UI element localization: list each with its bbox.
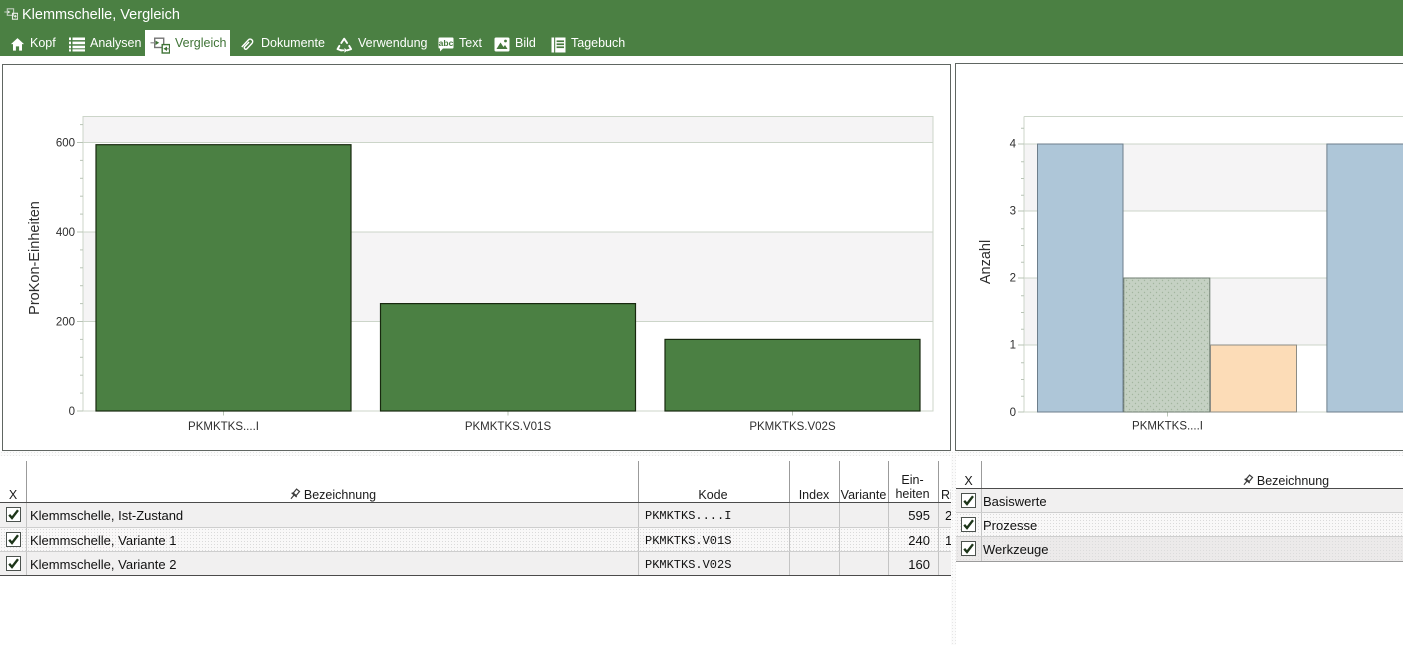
svg-text:Anzahl: Anzahl (978, 240, 994, 284)
svg-text:PKMKTKS.V02S: PKMKTKS.V02S (749, 421, 836, 433)
svg-text:1: 1 (1010, 340, 1016, 352)
svg-text:PKMKTKS....I: PKMKTKS....I (1132, 421, 1203, 433)
svg-text:600: 600 (56, 138, 75, 150)
svg-text:3: 3 (1010, 206, 1016, 218)
svg-text:abc: abc (439, 38, 454, 48)
svg-text:PKMKTKS....I: PKMKTKS....I (188, 421, 259, 433)
svg-text:2: 2 (1010, 273, 1016, 285)
svg-text:0: 0 (69, 406, 75, 418)
svg-text:0: 0 (1010, 407, 1016, 419)
svg-text:ProKon-Einheiten: ProKon-Einheiten (27, 201, 43, 315)
svg-text:200: 200 (56, 317, 75, 329)
svg-text:400: 400 (56, 227, 75, 239)
svg-text:PKMKTKS.V01S: PKMKTKS.V01S (465, 421, 552, 433)
svg-text:4: 4 (1010, 139, 1017, 151)
